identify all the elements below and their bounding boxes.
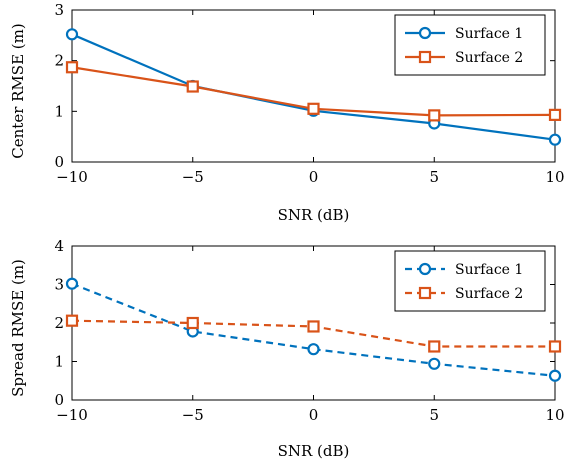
y-tick-label: 4 [54, 237, 64, 255]
x-tick-label: 5 [429, 168, 439, 186]
series-2 [65, 314, 562, 353]
series-line [71, 282, 556, 377]
data-point [428, 340, 441, 353]
data-point [307, 320, 320, 333]
legend-box [394, 250, 546, 312]
series-1 [65, 277, 562, 382]
y-tick-label: 0 [54, 391, 64, 409]
data-point [186, 316, 199, 330]
y-tick-label: 2 [54, 314, 64, 332]
chart-panel-2: −10 −5 0 5 10 0 1 2 3 4 SNR (dB) Spread RMSE (m) Sur… [9, 237, 565, 460]
y-tick-label: 2 [54, 52, 64, 70]
chart-panel-1: −10 −5 0 5 10 0 1 2 3 SNR (dB) Center RMSE (m) Surf… [9, 1, 565, 224]
x-tick-label: 0 [309, 406, 319, 424]
data-point [548, 108, 562, 121]
series-2 [65, 61, 562, 122]
y-tick-label: 3 [54, 1, 64, 19]
legend-marker [418, 262, 432, 276]
y-axis-label: Spread RMSE (m) [9, 259, 27, 397]
legend-marker [418, 50, 432, 64]
data-point [65, 314, 79, 327]
x-tick-label: 10 [545, 168, 564, 186]
data-point [65, 28, 79, 41]
legend-entry: Surface 2 [455, 286, 523, 302]
x-tick-label: 5 [429, 406, 439, 424]
data-point [428, 357, 441, 370]
data-point [186, 80, 199, 93]
data-point [65, 277, 79, 290]
x-tick-label: −10 [56, 168, 88, 186]
x-tick-label: 0 [309, 168, 319, 186]
legend-box [394, 14, 546, 76]
y-axis-label: Center RMSE (m) [9, 23, 27, 158]
x-axis-label: SNR (dB) [278, 442, 350, 460]
data-point [65, 61, 79, 74]
data-point [428, 109, 441, 122]
x-tick-label: 10 [545, 406, 564, 424]
y-tick-label: 1 [54, 102, 64, 120]
data-point [307, 102, 320, 115]
data-point [307, 343, 320, 356]
y-tick-label: 1 [54, 353, 64, 371]
data-point [548, 369, 562, 382]
legend-marker [418, 286, 432, 300]
x-tick-label: −10 [56, 406, 88, 424]
legend-entry: Surface 1 [455, 26, 523, 42]
data-point [548, 133, 562, 146]
x-tick-label: −5 [182, 406, 204, 424]
legend: Surface 1 Surface 2 [394, 250, 546, 312]
legend: Surface 1 Surface 2 [394, 14, 546, 76]
legend-entry: Surface 1 [455, 262, 523, 278]
legend-entry: Surface 2 [455, 50, 523, 66]
legend-marker [418, 26, 432, 40]
x-axis-label: SNR (dB) [278, 206, 350, 224]
y-tick-label: 0 [54, 153, 64, 171]
x-tick-label: −5 [182, 168, 204, 186]
data-point [548, 340, 562, 353]
y-tick-label: 3 [54, 276, 64, 294]
